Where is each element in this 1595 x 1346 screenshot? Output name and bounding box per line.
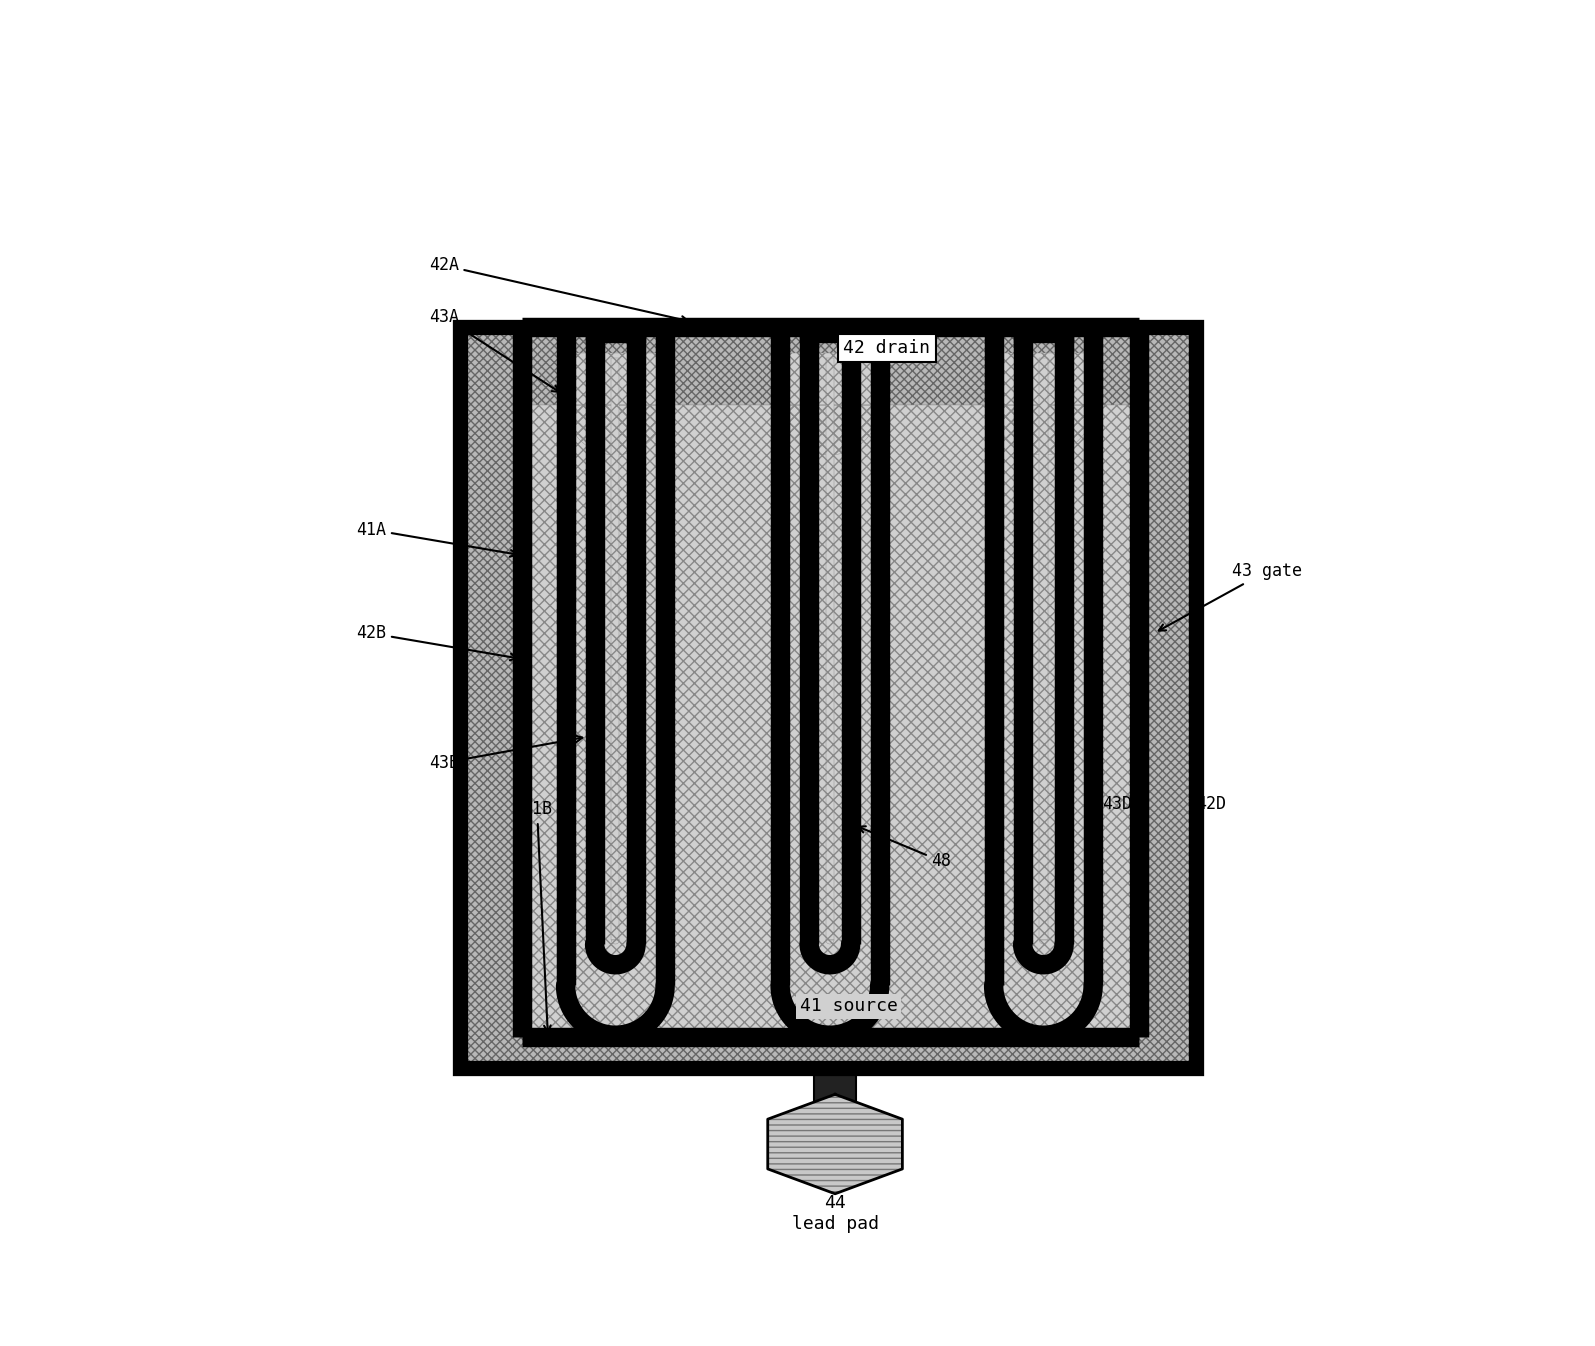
- Text: 43D: 43D: [1094, 795, 1132, 813]
- Bar: [611, 358, 619, 940]
- Text: 43A: 43A: [429, 308, 560, 392]
- Bar: [780, 353, 879, 405]
- Bar: [459, 327, 1196, 1069]
- Bar: [522, 405, 1139, 1038]
- Text: 42A: 42A: [429, 256, 687, 323]
- Bar: [1040, 358, 1048, 940]
- Polygon shape: [994, 405, 1093, 455]
- Bar: [994, 353, 1093, 405]
- Bar: [815, 1069, 857, 1110]
- Bar: [780, 353, 879, 405]
- Polygon shape: [611, 940, 619, 944]
- Text: 42D: 42D: [1190, 795, 1225, 813]
- Polygon shape: [767, 1094, 903, 1194]
- Text: 42 drain: 42 drain: [844, 339, 930, 357]
- Text: 43B: 43B: [429, 735, 582, 771]
- Text: 44
lead pad: 44 lead pad: [791, 1194, 879, 1233]
- Bar: [1040, 358, 1048, 940]
- Polygon shape: [566, 405, 665, 455]
- Bar: [566, 353, 665, 405]
- Bar: [566, 353, 665, 405]
- Bar: [826, 358, 834, 940]
- Polygon shape: [1040, 940, 1048, 944]
- Text: 41B: 41B: [522, 801, 552, 1032]
- Bar: [994, 353, 1093, 405]
- Bar: [522, 405, 1139, 1038]
- Polygon shape: [826, 940, 834, 944]
- Bar: [459, 327, 1196, 1069]
- Text: 42B: 42B: [356, 625, 517, 661]
- Polygon shape: [826, 935, 834, 940]
- Bar: [826, 358, 834, 940]
- Text: 43 gate: 43 gate: [1158, 563, 1302, 631]
- Bar: [611, 358, 619, 940]
- Bar: [459, 327, 1196, 1069]
- Text: 48: 48: [858, 826, 952, 871]
- Bar: [522, 405, 1139, 1038]
- Polygon shape: [780, 405, 879, 455]
- Text: 41 source: 41 source: [799, 997, 898, 1015]
- Polygon shape: [611, 935, 619, 940]
- Text: 41A: 41A: [356, 521, 517, 557]
- Polygon shape: [1040, 935, 1048, 940]
- Bar: [522, 405, 1139, 1038]
